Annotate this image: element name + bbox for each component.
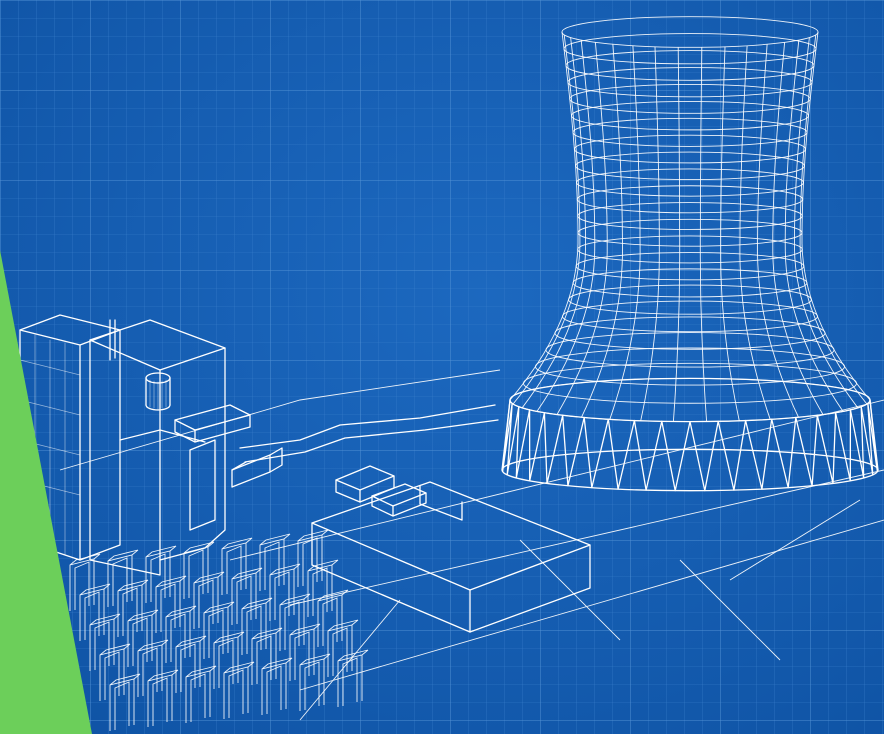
transformer-frame <box>279 593 311 651</box>
cooling-tower-icon <box>501 16 879 492</box>
transformer-frame <box>137 639 169 697</box>
transformer-frame <box>223 661 255 719</box>
transformer-frame <box>155 575 187 633</box>
tower-meridian <box>739 45 771 420</box>
tower-meridian <box>794 37 859 409</box>
tower-meridian <box>672 47 681 422</box>
transformer-frame <box>175 635 207 693</box>
transformer-frame <box>289 623 321 681</box>
transformer-frame <box>261 657 293 715</box>
small-equipment-blocks-icon <box>335 465 427 517</box>
transformer-frame <box>99 643 131 701</box>
transformer-frame <box>231 567 263 625</box>
transformer-frame <box>145 545 177 603</box>
transformer-frame <box>251 627 283 685</box>
tower-meridian <box>720 46 740 421</box>
tower-meridian <box>640 46 660 421</box>
transformer-frame <box>213 631 245 689</box>
transformer-frame <box>203 601 235 659</box>
transformer-yard-icon <box>69 529 369 731</box>
tower-meridian <box>699 47 708 422</box>
tower-meridian <box>536 40 596 412</box>
transformer-frame <box>259 533 291 591</box>
transformer-frame <box>117 579 149 637</box>
transformer-frame <box>147 669 179 727</box>
flat-block-building-icon <box>311 481 591 633</box>
tower-meridian <box>801 31 871 401</box>
transformer-frame <box>299 653 331 711</box>
transformer-frame <box>193 571 225 629</box>
transformer-frame <box>165 605 197 663</box>
transformer-frame <box>297 529 329 587</box>
tower-support-legs <box>501 399 879 492</box>
tower-meridian <box>512 34 581 405</box>
tower-meridian <box>609 45 641 420</box>
transformer-frame <box>89 613 121 671</box>
tower-skirt-sides <box>501 399 879 471</box>
transformer-frame <box>127 609 159 667</box>
transformer-frame <box>107 549 139 607</box>
transformer-frame <box>307 559 339 617</box>
transformer-frame <box>241 597 273 655</box>
tower-meridian <box>556 42 608 415</box>
transformer-frame <box>69 553 101 611</box>
transformer-frame <box>221 537 253 595</box>
ground-plane-outline-icon <box>59 369 884 721</box>
transformer-frame <box>327 619 359 677</box>
tower-meridian <box>799 34 868 405</box>
transformer-frame <box>109 673 141 731</box>
transformer-frame <box>317 589 349 647</box>
tower-meridian <box>509 31 579 401</box>
transformer-frame <box>269 563 301 621</box>
tower-meridian <box>757 44 799 418</box>
pipe-conduit-icon <box>231 404 499 488</box>
transformer-frame <box>185 665 217 723</box>
green-accent-wedge <box>0 250 92 734</box>
tower-meridian <box>772 42 824 415</box>
tower-meridian <box>521 37 586 409</box>
transformer-frame <box>79 583 111 641</box>
tower-meridian <box>581 44 623 418</box>
tower-meridian <box>784 40 844 412</box>
transformer-frame <box>183 541 215 599</box>
transformer-frame <box>337 649 369 707</box>
